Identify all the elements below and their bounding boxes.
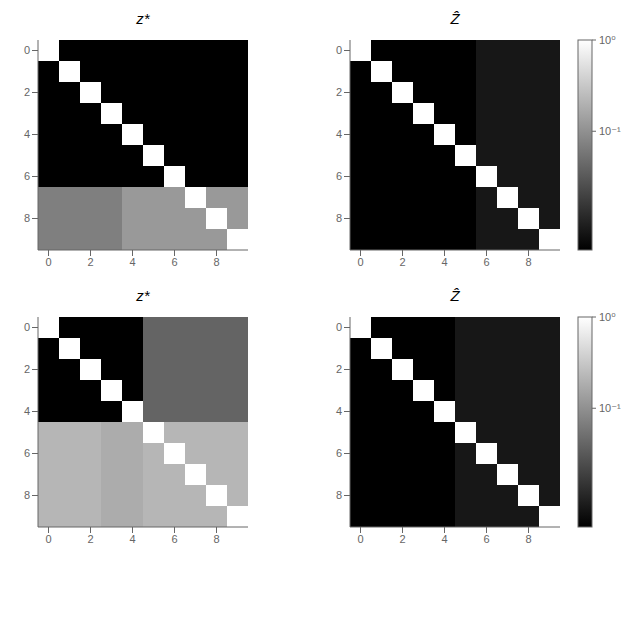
- svg-text:10⁰: 10⁰: [599, 34, 616, 46]
- svg-text:4: 4: [129, 533, 135, 545]
- svg-text:10⁻¹: 10⁻¹: [599, 125, 621, 137]
- svg-text:4: 4: [336, 128, 342, 140]
- svg-text:2: 2: [24, 86, 30, 98]
- html-text:Ẑ: Ẑ: [450, 287, 460, 304]
- svg-text:8: 8: [213, 256, 219, 268]
- svg-text:2: 2: [399, 256, 405, 268]
- svg-text:6: 6: [24, 447, 30, 459]
- svg-text:10⁰: 10⁰: [599, 311, 616, 323]
- svg-text:4: 4: [129, 256, 135, 268]
- svg-text:2: 2: [87, 533, 93, 545]
- svg-text:0: 0: [24, 321, 30, 333]
- svg-text:8: 8: [525, 533, 531, 545]
- svg-text:0: 0: [45, 256, 51, 268]
- svg-text:0: 0: [336, 321, 342, 333]
- svg-text:4: 4: [336, 405, 342, 417]
- svg-text:8: 8: [336, 212, 342, 224]
- svg-text:2: 2: [336, 363, 342, 375]
- svg-text:2: 2: [336, 86, 342, 98]
- svg-text:6: 6: [336, 447, 342, 459]
- svg-text:8: 8: [24, 212, 30, 224]
- svg-text:6: 6: [24, 170, 30, 182]
- svg-text:2: 2: [87, 256, 93, 268]
- svg-text:0: 0: [24, 44, 30, 56]
- svg-text:6: 6: [171, 256, 177, 268]
- svg-text:8: 8: [24, 489, 30, 501]
- html-text:z*: z*: [136, 287, 150, 304]
- svg-text:2: 2: [24, 363, 30, 375]
- svg-text:6: 6: [336, 170, 342, 182]
- svg-text:8: 8: [213, 533, 219, 545]
- svg-text:0: 0: [357, 256, 363, 268]
- svg-text:0: 0: [357, 533, 363, 545]
- svg-text:2: 2: [399, 533, 405, 545]
- svg-text:6: 6: [171, 533, 177, 545]
- svg-text:6: 6: [483, 533, 489, 545]
- svg-text:4: 4: [441, 256, 447, 268]
- svg-text:4: 4: [24, 405, 30, 417]
- svg-text:4: 4: [441, 533, 447, 545]
- svg-text:10⁻¹: 10⁻¹: [599, 402, 621, 414]
- svg-text:4: 4: [24, 128, 30, 140]
- svg-text:6: 6: [483, 256, 489, 268]
- html-text:z*: z*: [136, 10, 150, 27]
- svg-text:8: 8: [525, 256, 531, 268]
- svg-text:0: 0: [45, 533, 51, 545]
- svg-text:8: 8: [336, 489, 342, 501]
- svg-text:0: 0: [336, 44, 342, 56]
- html-text:Ẑ: Ẑ: [450, 10, 460, 27]
